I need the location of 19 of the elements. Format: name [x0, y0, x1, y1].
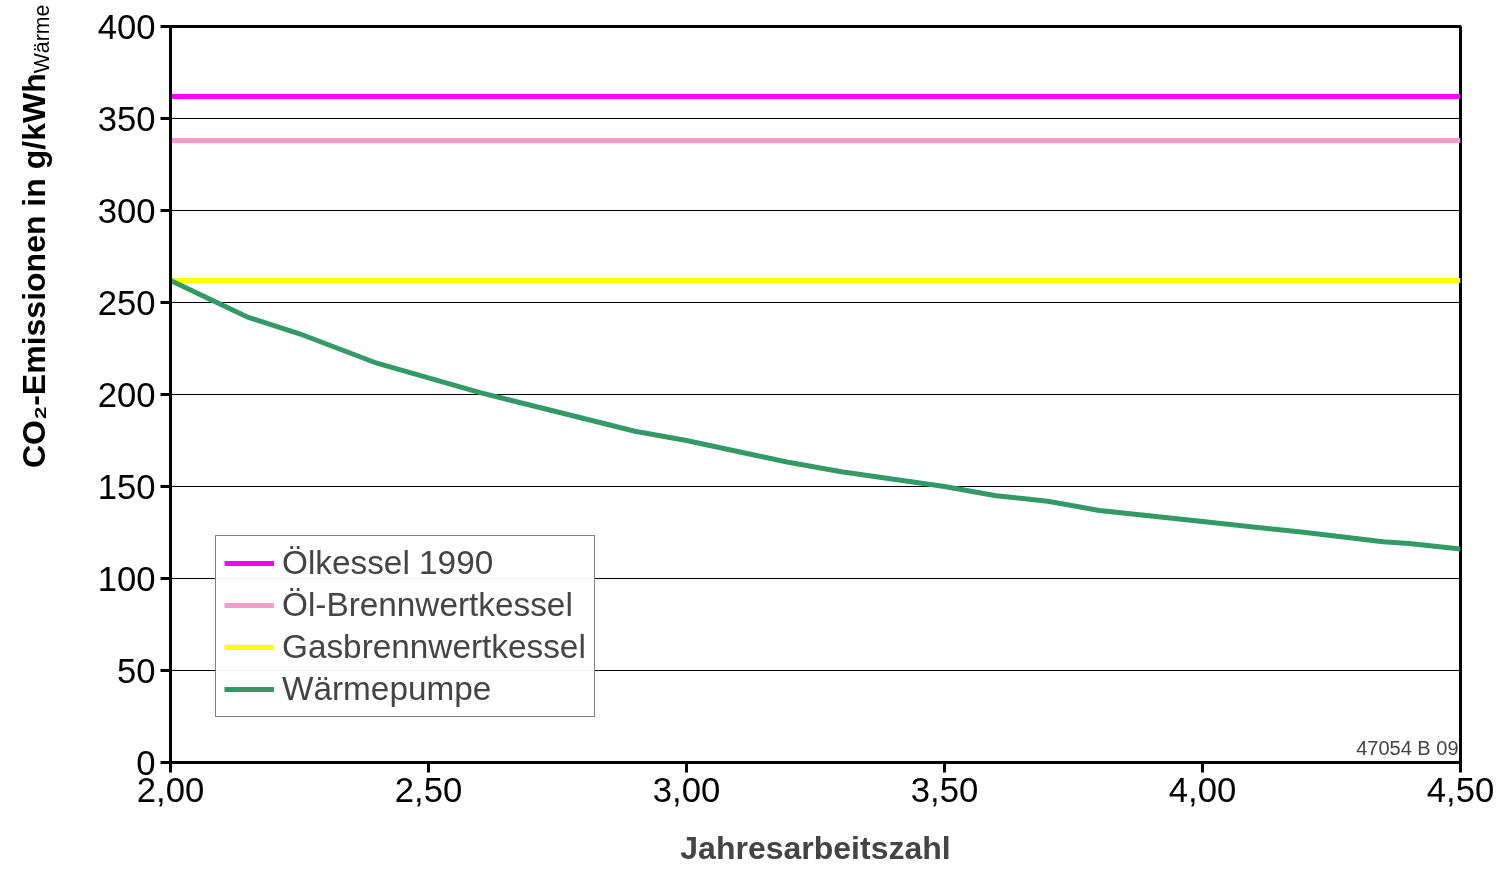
y-tick-label: 50 [116, 651, 156, 690]
y-tick-label: 100 [97, 559, 156, 598]
legend-label: Wärmepumpe [282, 670, 492, 708]
y-tick-label: 200 [97, 375, 156, 414]
legend-label: Gasbrennwertkessel [282, 628, 586, 666]
x-tick-label: 4,50 [1426, 770, 1495, 809]
annotation: 47054 B 09 [1356, 736, 1459, 759]
legend-label: Öl-Brennwertkessel [282, 586, 573, 624]
y-tick-label: 300 [97, 191, 156, 230]
legend-label: Ölkessel 1990 [282, 544, 494, 582]
y-tick-label: 400 [97, 7, 156, 46]
y-tick-label: 250 [97, 283, 156, 322]
x-tick-label: 3,00 [652, 770, 721, 809]
x-tick-label: 4,00 [1168, 770, 1237, 809]
x-tick-label: 2,50 [394, 770, 463, 809]
y-tick-label: 350 [97, 99, 156, 138]
x-tick-label: 3,50 [910, 770, 979, 809]
y-tick-label: 150 [97, 467, 156, 506]
x-axis-title: Jahresarbeitszahl [680, 829, 951, 866]
